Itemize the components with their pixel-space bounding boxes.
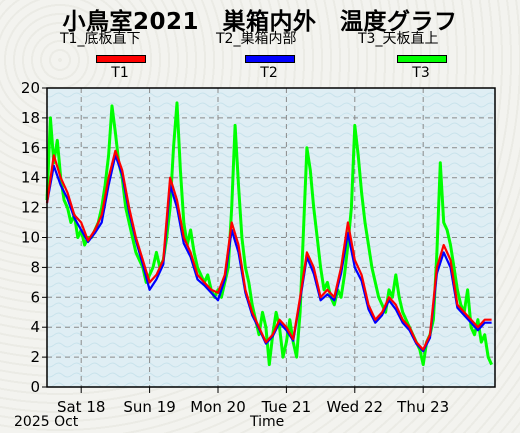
series-layer [45,101,493,367]
legend-swatch-t3 [397,55,447,63]
x-tick-label: Sun 19 [123,398,175,416]
y-tick-label: 4 [30,318,40,336]
x-tick-label: Wed 22 [327,398,384,416]
x-axis-label: Time [250,414,285,430]
y-tick-label: 0 [30,378,40,396]
legend-swatch-t2 [245,55,295,63]
legend-swatch-t1 [96,55,146,63]
y-tick-label: 16 [21,139,40,157]
x-tick-label: Sat 18 [57,398,105,416]
legend-label-t1: T1 [111,65,129,81]
y-axis: 0 2 4 6 8 10 12 14 16 18 20 [21,79,47,396]
y-tick-label: 2 [30,348,40,366]
x-tick-label: Tue 21 [261,398,311,416]
y-tick-label: 6 [30,288,40,306]
chart-title: 小鳥室2021 巣箱内外 温度グラフ [62,9,458,35]
y-tick-label: 20 [21,79,40,97]
y-tick-label: 12 [21,199,40,217]
legend-label-t2: T2 [260,65,278,81]
y-tick-label: 18 [21,109,40,127]
y-tick-label: 10 [21,229,40,247]
y-tick-label: 8 [30,258,40,276]
x-axis: Sat 18 Sun 19 Mon 20 Tue 21 Wed 22 Thu 23 [57,387,449,416]
subtitle-t2: T2_巣箱内部 [216,31,297,47]
x-tick-label: Mon 20 [190,398,245,416]
footer-year-month: 2025 Oct [14,414,79,430]
subtitle-t1: T1_底板直下 [60,31,141,47]
legend-label-t3: T3 [412,65,430,81]
y-tick-label: 14 [21,169,40,187]
series-line-t1 [45,149,492,351]
x-tick-label: Thu 23 [396,398,449,416]
subtitle-t3: T3_天板直上 [358,31,439,47]
